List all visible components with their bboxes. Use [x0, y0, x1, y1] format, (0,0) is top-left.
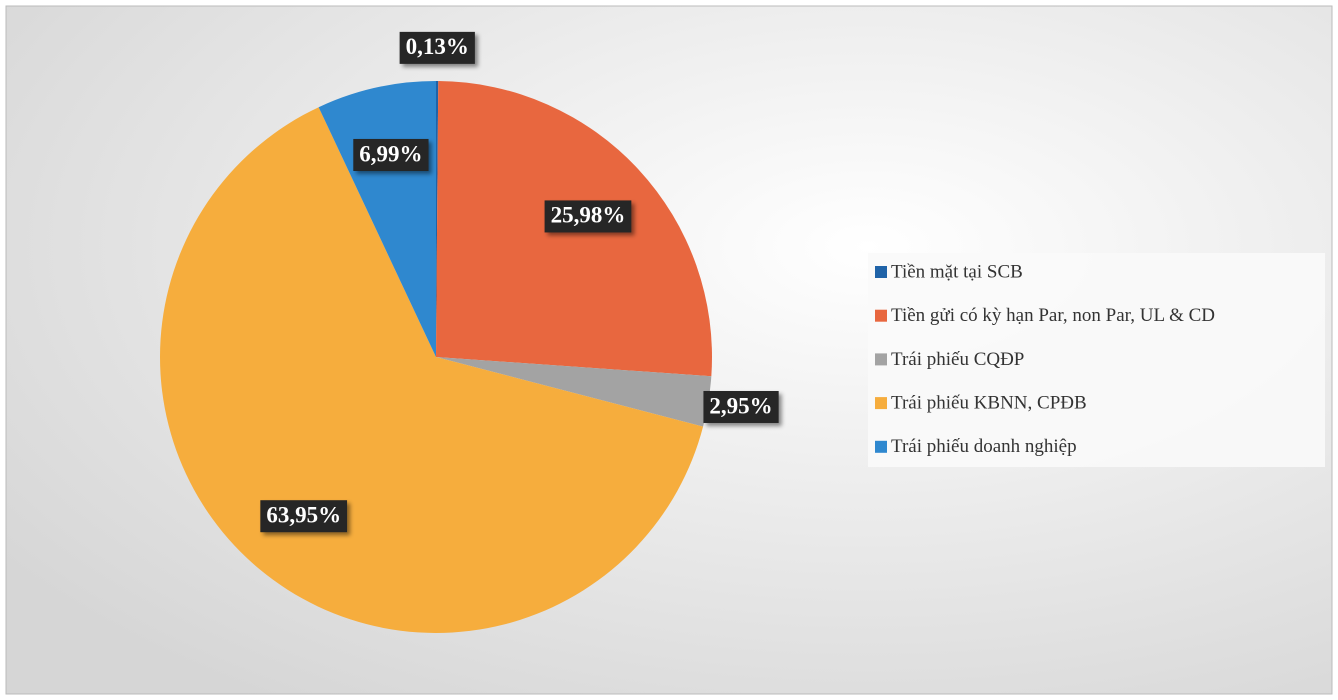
- value-label-box: [703, 390, 779, 423]
- value-label-text: 25,98%: [551, 203, 626, 228]
- legend-swatch: [875, 309, 887, 322]
- legend-label: Tiền mặt tại SCB: [891, 261, 1023, 282]
- value-label-box: [399, 31, 475, 64]
- legend-label: Tiền gửi có kỳ hạn Par, non Par, UL & CD: [891, 305, 1215, 326]
- legend-swatch: [875, 397, 887, 410]
- value-label-text: 63,95%: [266, 502, 341, 527]
- value-label: 2,95%: [703, 390, 779, 423]
- pie-slice: [436, 357, 712, 427]
- legend-label: Trái phiếu doanh nghiệp: [891, 436, 1077, 457]
- value-label-box: [260, 500, 348, 533]
- legend-box: [868, 253, 1325, 467]
- legend-label: Trái phiếu CQĐP: [891, 349, 1024, 370]
- value-label-text: 2,95%: [709, 393, 772, 418]
- value-label-box: [544, 200, 632, 233]
- value-label-text: 0,13%: [406, 34, 469, 59]
- value-label: 25,98%: [544, 200, 632, 233]
- legend-swatch: [875, 440, 887, 453]
- value-label: 63,95%: [260, 500, 348, 533]
- value-label-text: 6,99%: [359, 141, 422, 166]
- value-label: 6,99%: [353, 138, 429, 171]
- value-label: 0,13%: [399, 31, 475, 64]
- legend-swatch: [875, 353, 887, 366]
- value-label-box: [353, 138, 429, 171]
- legend-label: Trái phiếu KBNN, CPĐB: [891, 392, 1087, 413]
- pie-slice: [436, 81, 439, 357]
- legend-swatch: [875, 266, 887, 278]
